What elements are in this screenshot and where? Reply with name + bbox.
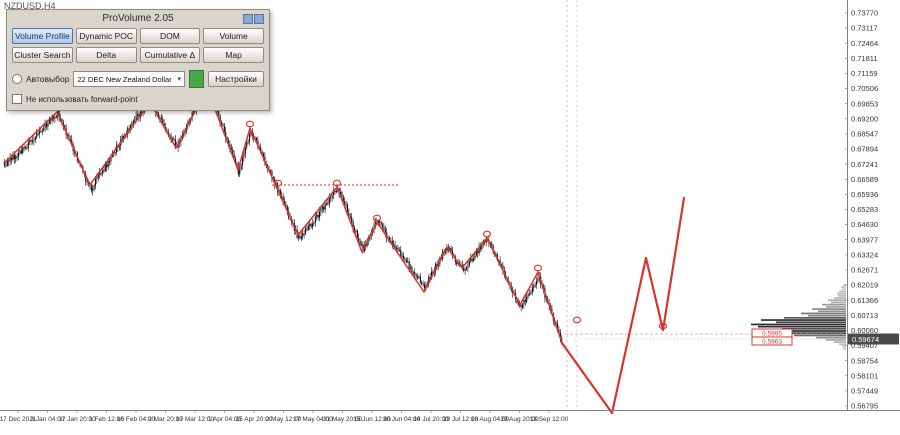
panel-button-row-1: Volume Profile Dynamic POC DOM Volume <box>12 28 264 44</box>
panel-close-button[interactable] <box>254 14 264 24</box>
price-tick-label: 0.64630 <box>851 220 878 229</box>
settings-button[interactable]: Настройки <box>208 71 264 87</box>
price-tick-label: 0.60060 <box>851 326 878 335</box>
price-tick-label: 0.65283 <box>851 205 878 214</box>
price-tick-label: 0.68547 <box>851 130 878 139</box>
price-tick-label: 0.72464 <box>851 39 878 48</box>
forward-guide-lines <box>566 0 578 410</box>
zigzag-overlay <box>3 87 563 344</box>
wave-markers <box>245 120 668 330</box>
volume-profile-histogram <box>751 284 846 350</box>
price-tick-label: 0.59407 <box>851 341 878 350</box>
time-tick-label: 13 Sep 12:00 <box>530 416 569 423</box>
price-axis[interactable]: 0.73770 0.73117 0.72464 0.71811 0.71159 0.705… <box>845 0 899 411</box>
forward-point-checkbox[interactable] <box>12 94 22 104</box>
price-tick-label: 0.67894 <box>851 145 878 154</box>
time-tick-label: 29 Jul 12:00 <box>443 416 479 423</box>
price-tick-label: 0.58101 <box>851 371 878 380</box>
forward-point-label: Не использовать forward-point <box>26 94 138 104</box>
time-tick-label: 2 May 12:00 <box>266 416 302 423</box>
time-tick-label: 17 Jan 20:00 <box>58 416 96 423</box>
time-tick-label: 29 Aug 20:00 <box>500 416 539 423</box>
time-tick-label: 14 Jul 20:00 <box>413 416 449 423</box>
cumulative-delta-button[interactable]: Cumulative Δ <box>139 47 201 63</box>
time-tick-label: 15 Jun 12:00 <box>353 416 391 423</box>
price-tick-label: 0.62019 <box>851 281 878 290</box>
cluster-search-button[interactable]: Cluster Search <box>12 47 73 63</box>
panel-title: ProVolume 2.05 <box>102 13 174 24</box>
time-tick-label: 16 Feb 04:00 <box>117 416 156 423</box>
level-label-text: 0.5963 <box>762 338 782 345</box>
time-tick-label: 1 Feb 12:00 <box>89 416 124 423</box>
level-label-text: 0.5995 <box>762 330 782 337</box>
price-tick-label: 0.58754 <box>851 356 878 365</box>
price-tick-label: 0.73117 <box>851 24 878 33</box>
chevron-down-icon: ▾ <box>177 76 181 83</box>
chart-symbol-label: NZDUSD,H4 <box>4 1 56 11</box>
price-tick-label: 0.56795 <box>851 402 878 411</box>
price-tick-label: 0.70506 <box>851 84 878 93</box>
price-tick-label: 0.69200 <box>851 114 878 123</box>
price-tick-label: 0.57449 <box>851 386 878 395</box>
candlestick-series <box>4 80 563 345</box>
time-tick-label: 1 Apr 04:00 <box>208 416 242 423</box>
price-tick-label: 0.69853 <box>851 99 878 108</box>
time-tick-label: 3 Jan 04:00 <box>31 416 65 423</box>
price-tick-label: 0.62671 <box>851 266 878 275</box>
price-tick-label: 0.61366 <box>851 296 878 305</box>
price-tick-label: 0.73770 <box>851 9 878 18</box>
time-tick-label: 17 May 04:00 <box>293 416 333 423</box>
provolume-panel: ProVolume 2.05 Volume Profile Dynamic PO… <box>6 9 270 111</box>
dynamic-poc-button[interactable]: Dynamic POC <box>75 28 137 44</box>
current-price-tag <box>848 333 899 345</box>
time-tick-label: 17 Dec 2021 <box>0 416 37 423</box>
price-tick-label: 0.71811 <box>851 54 878 63</box>
price-tick-label: 0.63324 <box>851 250 878 259</box>
price-tick-label: 0.66589 <box>851 175 878 184</box>
volume-profile-button[interactable]: Volume Profile <box>12 28 73 44</box>
dom-button[interactable]: DOM <box>139 28 201 44</box>
instrument-select-value: 22 DEC New Zealand Dollar <box>77 74 172 84</box>
time-tick-label: 31 May 20:00 <box>323 416 363 423</box>
price-tick-label: 0.67241 <box>851 160 878 169</box>
price-tick-label: 0.71159 <box>851 69 878 78</box>
delta-button[interactable]: Delta <box>75 47 137 63</box>
autoselect-label: Автовыбор <box>26 74 70 84</box>
instrument-select[interactable]: 22 DEC New Zealand Dollar ▾ <box>73 71 185 87</box>
time-tick-label: 16 Aug 04:00 <box>471 416 510 423</box>
instrument-apply-button[interactable] <box>189 70 204 88</box>
time-tick-label: 15 Apr 20:00 <box>236 416 273 423</box>
panel-forward-row: Не использовать forward-point <box>12 94 264 104</box>
price-tick-label: 0.65936 <box>851 190 878 199</box>
price-tick-label: 0.60713 <box>851 311 878 320</box>
current-price-value: 0.59674 <box>852 335 879 344</box>
forecast-zigzag <box>560 196 686 415</box>
price-tick-label: 0.63977 <box>851 235 878 244</box>
panel-control-row: Автовыбор 22 DEC New Zealand Dollar ▾ На… <box>12 70 264 88</box>
time-tick-label: 17 Mar 12:00 <box>176 416 215 423</box>
time-tick-label: 30 Jun 04:00 <box>383 416 421 423</box>
panel-minimize-button[interactable] <box>243 14 253 24</box>
volume-button[interactable]: Volume <box>203 28 264 44</box>
panel-titlebar: ProVolume 2.05 <box>12 12 264 25</box>
time-tick-label: 2 Mar 20:00 <box>148 416 183 423</box>
panel-button-row-2: Cluster Search Delta Cumulative Δ Map <box>12 47 264 63</box>
autoselect-checkbox[interactable] <box>12 74 22 84</box>
map-button[interactable]: Map <box>203 47 264 63</box>
level-label-box[interactable] <box>751 336 793 346</box>
